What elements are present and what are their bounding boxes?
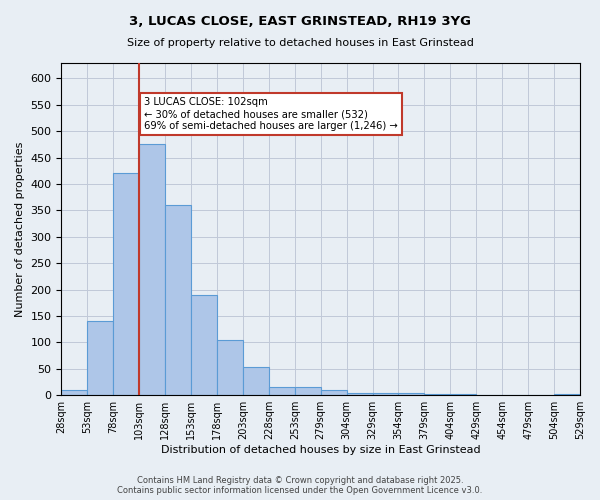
Bar [451,394,476,395]
Bar [321,390,347,395]
Y-axis label: Number of detached properties: Number of detached properties [15,141,25,316]
Bar [243,367,269,395]
Bar [554,394,580,395]
Bar [191,295,217,395]
Bar [165,205,191,395]
Bar [217,340,243,395]
Text: 3 LUCAS CLOSE: 102sqm
← 30% of detached houses are smaller (532)
69% of semi-det: 3 LUCAS CLOSE: 102sqm ← 30% of detached … [145,98,398,130]
Bar [398,392,424,395]
Text: Size of property relative to detached houses in East Grinstead: Size of property relative to detached ho… [127,38,473,48]
Bar [139,144,165,395]
Text: 3, LUCAS CLOSE, EAST GRINSTEAD, RH19 3YG: 3, LUCAS CLOSE, EAST GRINSTEAD, RH19 3YG [129,15,471,28]
Bar [61,390,88,395]
Bar [347,392,373,395]
Bar [373,392,398,395]
Bar [88,322,113,395]
X-axis label: Distribution of detached houses by size in East Grinstead: Distribution of detached houses by size … [161,445,481,455]
Bar [424,394,451,395]
Bar [295,388,321,395]
Bar [113,174,139,395]
Text: Contains HM Land Registry data © Crown copyright and database right 2025.
Contai: Contains HM Land Registry data © Crown c… [118,476,482,495]
Bar [269,388,295,395]
